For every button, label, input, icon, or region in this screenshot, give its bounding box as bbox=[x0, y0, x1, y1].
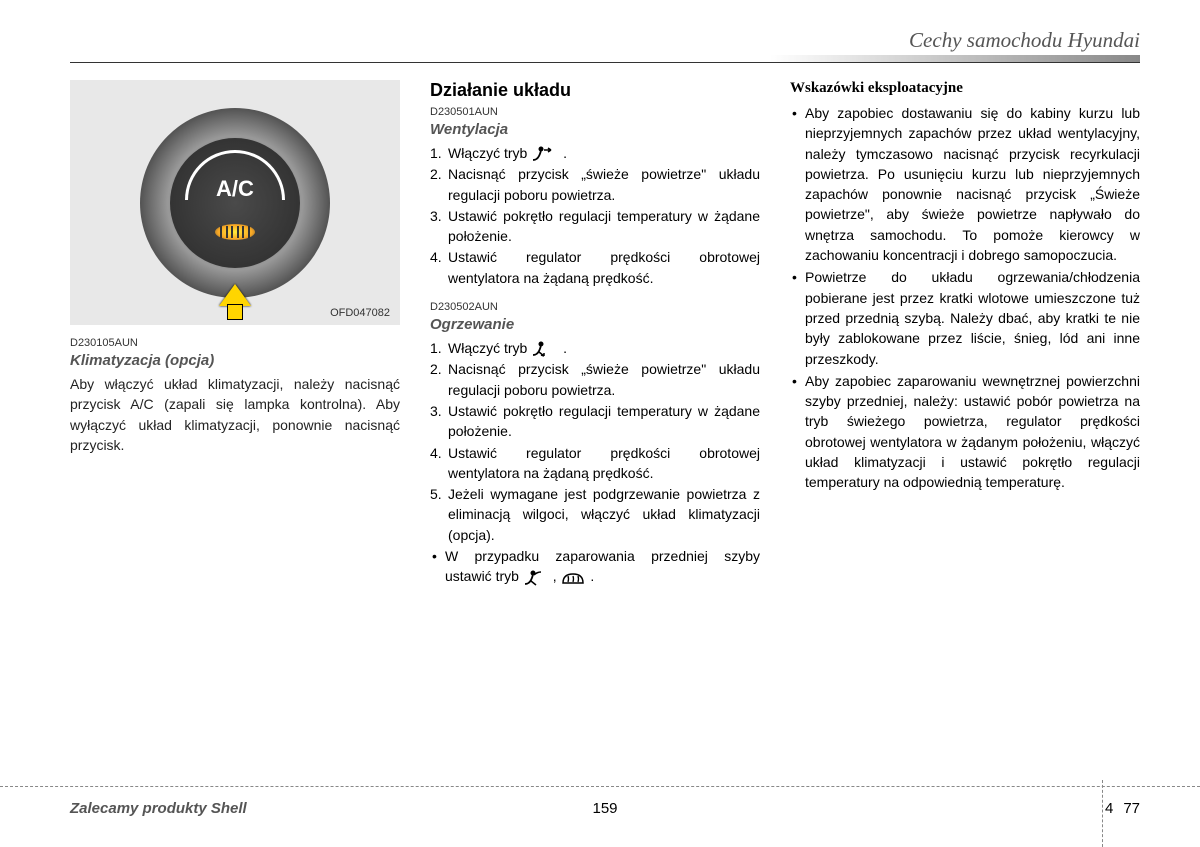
tips-heading: Wskazówki eksploatacyjne bbox=[790, 80, 1140, 97]
heating-heading: Ogrzewanie bbox=[430, 316, 760, 333]
tip-2: Powietrze do układu ogrzewania/chłodzeni… bbox=[790, 267, 1140, 368]
arrow-up-icon bbox=[219, 284, 251, 306]
section-code: D230105AUN bbox=[70, 337, 400, 349]
column-1: A/C OFD047082 D230105AUN Klimatyzacja (o… bbox=[70, 80, 400, 589]
heating-notes: W przypadku zaparowania przedniej szyby … bbox=[430, 546, 760, 587]
ac-section-heading: Klimatyzacja (opcja) bbox=[70, 352, 400, 369]
arrow-stem bbox=[227, 304, 243, 320]
heat-note-1: W przypadku zaparowania przedniej szyby … bbox=[430, 546, 760, 587]
tips-list: Aby zapobiec dostawaniu się do kabiny ku… bbox=[790, 103, 1140, 493]
tip-3: Aby zapobiec zaparowaniu wewnętrznej pow… bbox=[790, 371, 1140, 493]
footer-section-page: 4 77 bbox=[1105, 800, 1140, 817]
dial-outer-ring: A/C bbox=[140, 108, 330, 298]
content-area: A/C OFD047082 D230105AUN Klimatyzacja (o… bbox=[70, 80, 1140, 589]
heat-step-1: Włączyć tryb . bbox=[430, 338, 760, 358]
footer-page-number: 159 bbox=[592, 800, 617, 817]
column-2: Działanie układu D230501AUN Wentylacja W… bbox=[430, 80, 760, 589]
heat-step-5: Jeżeli wymagane jest podgrzewanie powiet… bbox=[430, 484, 760, 545]
floor-vent-icon bbox=[531, 341, 559, 357]
vent-step-3: Ustawić pokrętło regulacji temperatury w… bbox=[430, 206, 760, 247]
heat-step-3: Ustawić pokrętło regulacji temperatury w… bbox=[430, 401, 760, 442]
vent-step-1: Włączyć tryb . bbox=[430, 143, 760, 163]
footer-page: 77 bbox=[1123, 800, 1140, 817]
dial-indicator-bars bbox=[220, 226, 250, 238]
heat-step-4: Ustawić regulator prędkości obrotowej we… bbox=[430, 443, 760, 484]
ac-dial-image: A/C OFD047082 bbox=[70, 80, 400, 325]
heat-step-2: Nacisnąć przycisk „świeże powietrze" ukł… bbox=[430, 359, 760, 400]
tip-1: Aby zapobiec dostawaniu się do kabiny ku… bbox=[790, 103, 1140, 265]
heating-steps: Włączyć tryb . Nacisnąć przycisk „świeże… bbox=[430, 338, 760, 545]
ventilation-heading: Wentylacja bbox=[430, 121, 760, 138]
vent-step-2: Nacisnąć przycisk „świeże powietrze" ukł… bbox=[430, 164, 760, 205]
column-3: Wskazówki eksploatacyjne Aby zapobiec do… bbox=[790, 80, 1140, 589]
vent-step-4: Ustawić regulator prędkości obrotowej we… bbox=[430, 247, 760, 288]
ac-description: Aby włączyć układ klimatyzacji, należy n… bbox=[70, 374, 400, 455]
footer-divider bbox=[0, 786, 1200, 787]
heating-code: D230502AUN bbox=[430, 301, 760, 313]
ventilation-code: D230501AUN bbox=[430, 106, 760, 118]
dial-inner-face: A/C bbox=[170, 138, 300, 268]
header-gradient bbox=[770, 55, 1140, 62]
page-header-title: Cechy samochodu Hyundai bbox=[909, 28, 1140, 53]
image-reference-code: OFD047082 bbox=[330, 307, 390, 319]
defrost-floor-icon bbox=[523, 570, 549, 586]
system-operation-heading: Działanie układu bbox=[430, 80, 760, 101]
ventilation-steps: Włączyć tryb . Nacisnąć przycisk „świeże… bbox=[430, 143, 760, 288]
dial-ac-label: A/C bbox=[216, 176, 254, 202]
footer-shell-text: Zalecamy produkty Shell bbox=[70, 800, 247, 817]
defrost-icon bbox=[560, 570, 586, 586]
page-footer: Zalecamy produkty Shell 159 4 77 bbox=[70, 800, 1140, 817]
face-vent-icon bbox=[531, 146, 559, 162]
header-divider bbox=[70, 62, 1140, 63]
footer-section: 4 bbox=[1105, 800, 1113, 817]
